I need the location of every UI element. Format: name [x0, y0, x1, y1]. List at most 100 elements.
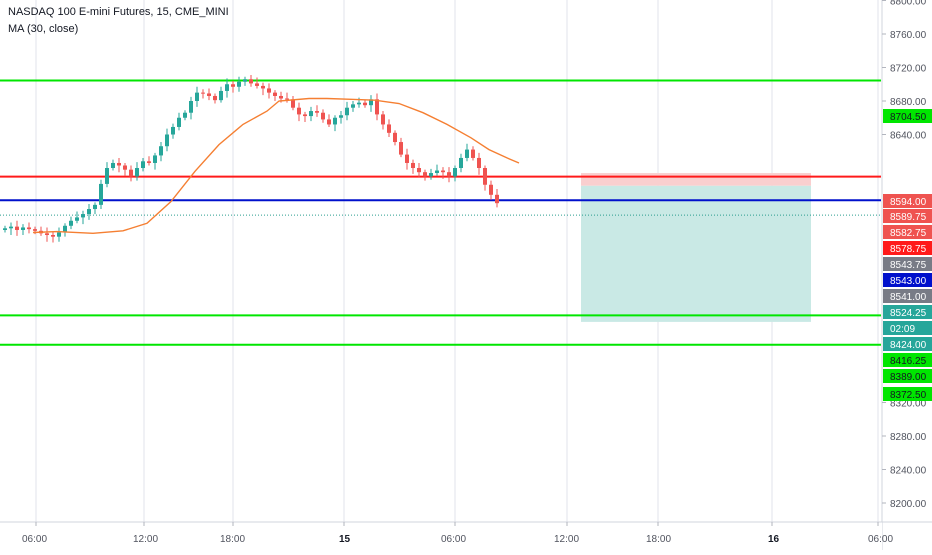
candle-body — [75, 217, 79, 221]
date-label: 15 — [339, 534, 351, 545]
candle-body — [309, 111, 313, 117]
candle-body — [303, 114, 307, 117]
candle-body — [21, 227, 25, 230]
time-label: 06:00 — [441, 534, 466, 545]
time-label: 18:00 — [646, 534, 671, 545]
price-label-badge — [883, 241, 932, 255]
price-tick-label: 8640.00 — [890, 131, 927, 142]
price-label-badge — [883, 353, 932, 367]
candle-body — [453, 168, 457, 177]
candle-body — [93, 204, 97, 210]
candle-body — [441, 170, 445, 173]
price-label-text: 8541.00 — [890, 292, 927, 303]
price-label-text: 8389.00 — [890, 372, 927, 383]
candle-body — [207, 93, 211, 96]
candle-body — [471, 149, 475, 158]
candle-body — [153, 155, 157, 163]
candle-body — [483, 168, 487, 185]
candle-body — [411, 162, 415, 168]
candle-body — [201, 92, 205, 94]
time-label: 18:00 — [220, 534, 245, 545]
candle-body — [261, 85, 265, 89]
price-label-text: 8594.00 — [890, 197, 927, 208]
candle-body — [183, 112, 187, 118]
candle-body — [477, 157, 481, 168]
candle-body — [357, 102, 361, 105]
candle-body — [51, 235, 55, 237]
candle-body — [363, 102, 367, 106]
candle-body — [189, 101, 193, 113]
price-label-badge — [883, 257, 932, 271]
candle-body — [165, 134, 169, 147]
price-label-badge — [883, 209, 932, 223]
candle-body — [285, 98, 289, 100]
candle-body — [87, 209, 91, 215]
price-label-text: 8543.00 — [890, 276, 927, 287]
time-label: 06:00 — [22, 534, 47, 545]
price-label-text: 8578.75 — [890, 244, 927, 255]
candle-body — [369, 99, 373, 106]
candle-body — [327, 119, 331, 125]
price-label-text: 8582.75 — [890, 228, 927, 239]
candle-body — [81, 214, 85, 218]
price-label-badge — [883, 305, 932, 319]
candle-body — [45, 233, 49, 235]
price-label-badge — [883, 369, 932, 383]
candle-body — [399, 142, 403, 155]
candle-body — [393, 132, 397, 143]
candle-body — [423, 172, 427, 177]
candle-body — [15, 226, 19, 230]
price-label-text: 02:09 — [890, 324, 915, 335]
price-tick-label: 8280.00 — [890, 432, 927, 443]
candle-body — [273, 92, 277, 96]
candle-body — [243, 79, 247, 82]
candle-body — [171, 126, 175, 135]
candle-body — [159, 146, 163, 156]
candle-body — [105, 168, 109, 184]
candle-body — [459, 157, 463, 168]
candle-body — [429, 173, 433, 177]
candle-body — [231, 84, 235, 87]
price-label-badge — [883, 194, 932, 208]
candle-body — [129, 169, 133, 177]
candle-body — [447, 172, 451, 177]
price-tick-label: 8200.00 — [890, 499, 927, 510]
candle-body — [63, 225, 67, 233]
candle-body — [297, 107, 301, 115]
position-stop-zone — [581, 173, 811, 186]
price-label-badge — [883, 289, 932, 303]
candle-body — [147, 161, 151, 163]
candle-body — [375, 99, 379, 115]
candle-body — [255, 83, 259, 86]
candle-body — [3, 228, 7, 230]
price-tick-label: 8720.00 — [890, 64, 927, 75]
time-label: 12:00 — [554, 534, 579, 545]
candle-body — [417, 168, 421, 173]
candle-body — [267, 88, 271, 93]
price-label-text: 8524.25 — [890, 308, 927, 319]
candle-body — [57, 232, 61, 237]
price-label-badge — [883, 337, 932, 351]
price-tick-label: 8680.00 — [890, 97, 927, 108]
candle-body — [111, 162, 115, 168]
candle-body — [345, 107, 349, 116]
candle-body — [9, 226, 13, 229]
candle-body — [141, 161, 145, 168]
price-label-text: 8543.75 — [890, 260, 927, 271]
candle-body — [387, 124, 391, 133]
price-label-badge — [883, 225, 932, 239]
candle-body — [225, 84, 229, 91]
candle-body — [195, 92, 199, 101]
candle-body — [405, 154, 409, 163]
time-axis — [0, 522, 882, 550]
candle-body — [27, 227, 31, 230]
candle-body — [351, 104, 355, 108]
candle-body — [219, 90, 223, 101]
price-tick-label: 8320.00 — [890, 399, 927, 410]
price-tick-label: 8240.00 — [890, 466, 927, 477]
candle-body — [117, 162, 121, 166]
price-tick-label: 8760.00 — [890, 30, 927, 41]
price-label-text: 8372.50 — [890, 390, 927, 401]
